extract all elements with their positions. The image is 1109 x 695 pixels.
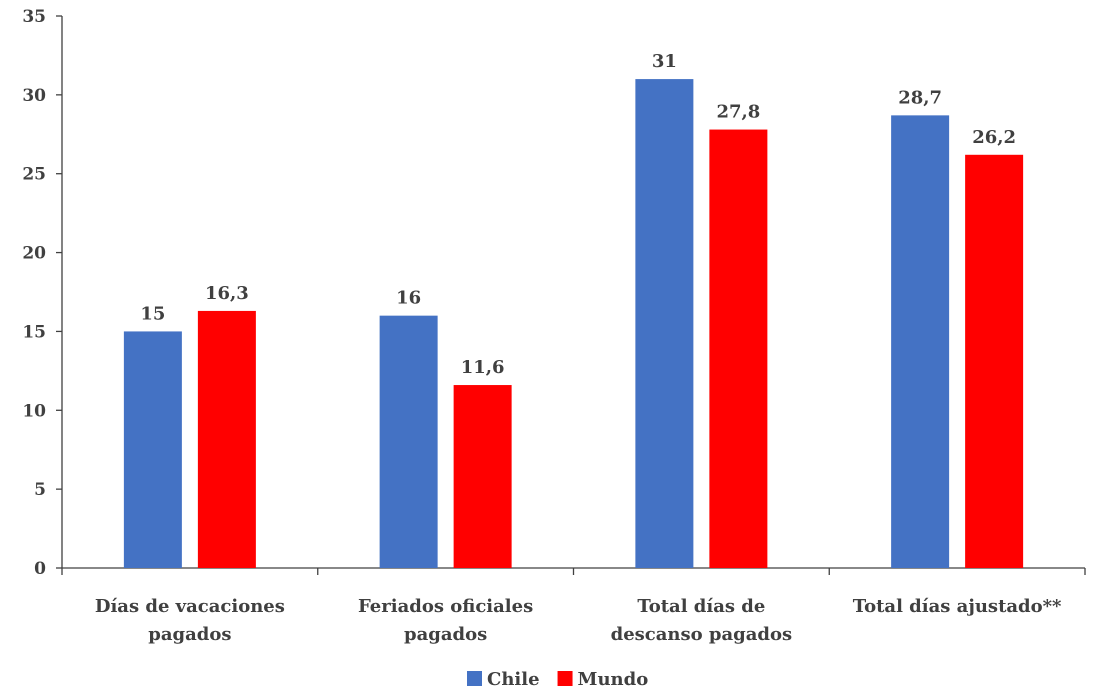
y-axis: 0 5 10 15 20 25 30 35 xyxy=(22,7,63,579)
legend-label-chile: Chile xyxy=(487,669,540,690)
legend-swatch-chile xyxy=(467,671,482,686)
bar-mundo xyxy=(965,154,1024,568)
y-tick-label: 30 xyxy=(22,86,46,106)
x-axis: Días de vacaciones pagados Feriados oficia… xyxy=(61,567,1086,645)
data-label: 31 xyxy=(652,51,677,72)
bar-chile xyxy=(123,331,182,568)
bar-mundo xyxy=(453,385,512,568)
data-label: 28,7 xyxy=(898,87,942,108)
bars xyxy=(123,79,1024,569)
data-label: 16 xyxy=(396,288,421,309)
data-label: 26,2 xyxy=(972,127,1016,148)
data-label: 11,6 xyxy=(461,357,505,378)
y-tick-label: 15 xyxy=(22,322,46,342)
y-tick-label: 10 xyxy=(22,401,46,421)
legend-swatch-mundo xyxy=(557,671,573,686)
bar-chile xyxy=(891,115,950,569)
bar-mundo xyxy=(709,129,768,568)
legend-label-mundo: Mundo xyxy=(578,669,649,690)
x-tick-label: Feriados oficiales pagados xyxy=(358,596,533,645)
bar-chile xyxy=(379,315,438,568)
y-tick-label: 5 xyxy=(34,480,46,500)
y-tick-label: 25 xyxy=(22,165,46,185)
data-label: 16,3 xyxy=(205,283,249,304)
x-tick-label: Total días ajustado** xyxy=(853,596,1062,617)
x-tick-label: Total días de descanso pagados xyxy=(611,596,793,645)
y-tick-label: 35 xyxy=(22,7,46,27)
data-labels: 15 16,3 16 11,6 31 27,8 28,7 26,2 xyxy=(140,51,1016,378)
data-label: 15 xyxy=(140,303,165,324)
y-tick-label: 0 xyxy=(34,559,46,579)
x-tick-label: Días de vacaciones pagados xyxy=(95,596,285,645)
legend: Chile Mundo xyxy=(467,669,648,690)
bar-chile xyxy=(635,79,694,568)
bar-mundo xyxy=(197,310,256,568)
y-tick-label: 20 xyxy=(22,244,46,264)
data-label: 27,8 xyxy=(716,102,760,123)
